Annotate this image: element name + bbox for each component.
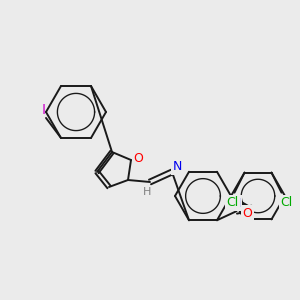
Text: O: O [243, 207, 252, 220]
Text: Cl: Cl [280, 196, 292, 209]
Text: Cl: Cl [226, 196, 238, 209]
Text: N: N [172, 160, 182, 173]
Text: O: O [133, 152, 143, 164]
Text: H: H [143, 187, 151, 197]
Text: N: N [232, 197, 241, 210]
Text: I: I [42, 103, 46, 117]
